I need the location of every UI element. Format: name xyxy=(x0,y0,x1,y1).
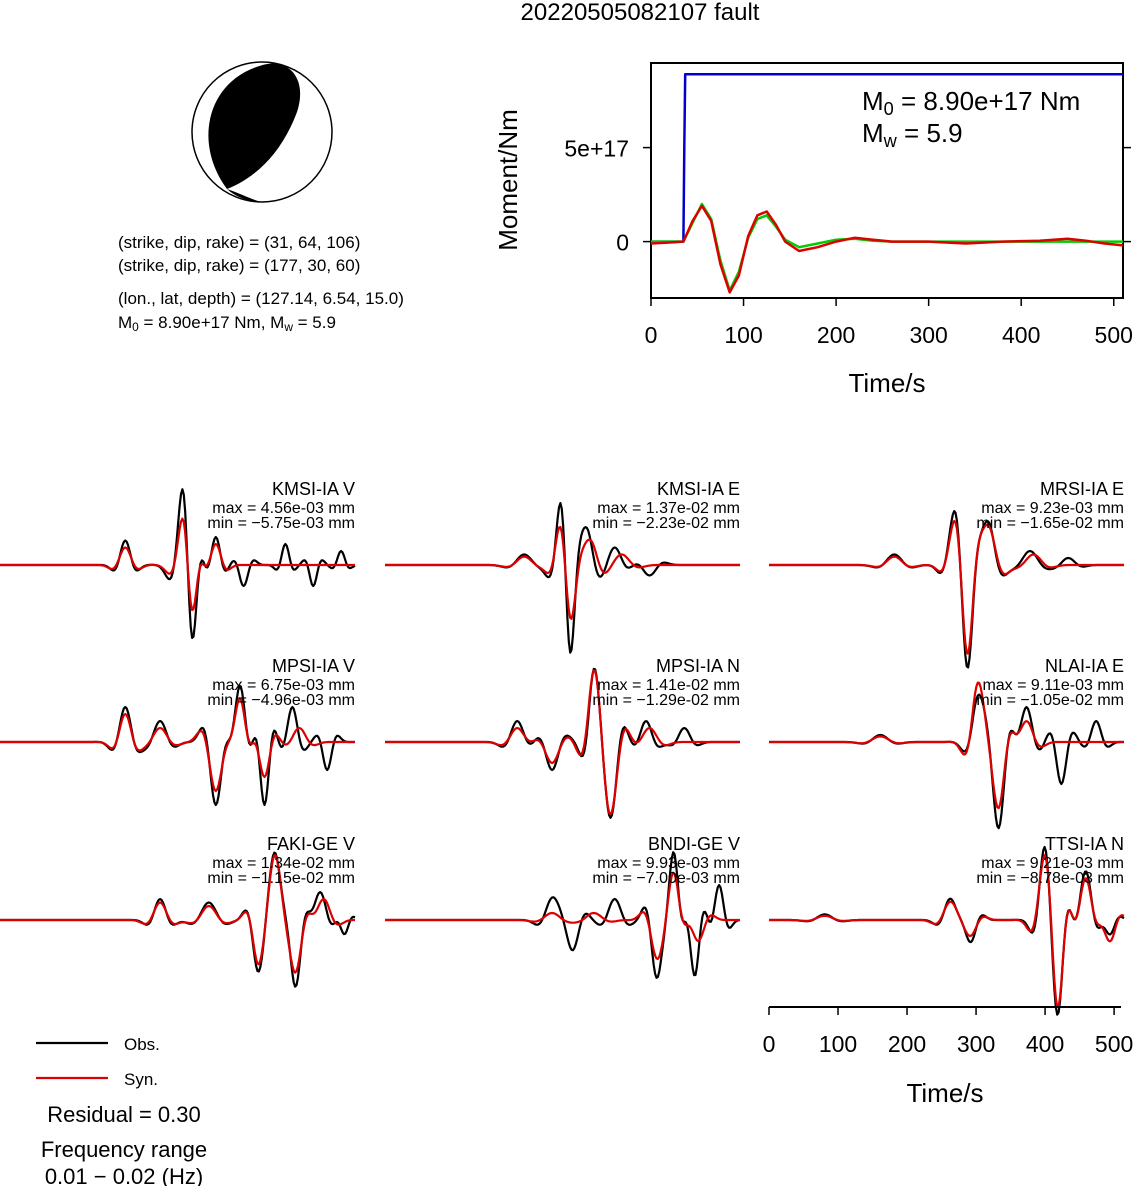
moment-y-axis-label: Moment/Nm xyxy=(493,109,523,251)
beachball-compression-quadrant xyxy=(208,63,301,189)
station-min: min = −4.96e-03 mm xyxy=(207,692,355,709)
moment-x-axis-label: Time/s xyxy=(848,368,925,398)
station-name: KMSI-IA V xyxy=(272,479,355,499)
waveform-x-tick-label: 500 xyxy=(1095,1031,1133,1057)
station-min: min = −8.78e-03 mm xyxy=(976,870,1124,887)
beachball-compression-sliver xyxy=(227,189,262,202)
page-title: 20220505082107 fault xyxy=(521,0,760,26)
legend-obs-label: Obs. xyxy=(124,1035,160,1054)
nodal-plane-2: (strike, dip, rake) = (177, 30, 60) xyxy=(118,256,360,275)
synthetic-trace xyxy=(385,525,740,620)
moment-plot-frame xyxy=(650,62,1124,299)
moment-summary: M0 = 8.90e+17 Nm, Mw = 5.9 xyxy=(118,313,336,334)
frequency-range: 0.01 − 0.02 (Hz) xyxy=(45,1164,203,1186)
waveform-x-tick-label: 400 xyxy=(1026,1031,1064,1057)
synthetic-trace xyxy=(0,517,355,612)
station-name: MPSI-IA N xyxy=(656,656,740,676)
station-max: max = 9.93e-03 mm xyxy=(597,855,740,872)
residual-text: Residual = 0.30 xyxy=(47,1102,201,1127)
station-min: min = −2.23e-02 mm xyxy=(592,515,740,532)
station-name: TTSI-IA N xyxy=(1045,834,1124,854)
station-name: NLAI-IA E xyxy=(1045,656,1124,676)
waveform-x-tick-label: 300 xyxy=(957,1031,995,1057)
observed-trace xyxy=(769,693,1124,830)
station-max: max = 4.56e-03 mm xyxy=(212,500,355,517)
station-min: min = −1.05e-02 mm xyxy=(976,692,1124,709)
m0-annotation: M0 = 8.90e+17 Nm xyxy=(862,86,1080,119)
y-tick-label: 5e+17 xyxy=(564,136,629,162)
station-max: max = 1.34e-02 mm xyxy=(212,855,355,872)
station-min: min = −7.00e-03 mm xyxy=(592,870,740,887)
x-tick-label: 0 xyxy=(645,322,658,348)
station-max: max = 9.21e-03 mm xyxy=(981,855,1124,872)
synthetic-trace xyxy=(0,697,355,793)
station-max: max = 1.37e-02 mm xyxy=(597,500,740,517)
station-min: min = −1.65e-02 mm xyxy=(976,515,1124,532)
observed-trace xyxy=(769,510,1124,669)
station-name: MPSI-IA V xyxy=(272,656,355,676)
moment-series-line xyxy=(650,204,1124,294)
station-min: min = −1.29e-02 mm xyxy=(592,692,740,709)
synthetic-trace xyxy=(769,519,1124,655)
location-text: (lon., lat, depth) = (127.14, 6.54, 15.0… xyxy=(118,289,404,308)
y-tick-label: 0 xyxy=(616,230,629,256)
station-max: max = 9.11e-03 mm xyxy=(982,677,1124,694)
synthetic-trace xyxy=(385,871,740,960)
station-max: max = 6.75e-03 mm xyxy=(212,677,355,694)
station-max: max = 1.41e-02 mm xyxy=(597,677,740,694)
synthetic-trace xyxy=(769,681,1124,810)
mw-annotation: Mw = 5.9 xyxy=(862,118,963,151)
station-name: FAKI-GE V xyxy=(267,834,355,854)
frequency-title: Frequency range xyxy=(41,1137,207,1162)
station-min: min = −5.75e-03 mm xyxy=(207,515,355,532)
waveform-x-tick-label: 200 xyxy=(888,1031,926,1057)
x-tick-label: 400 xyxy=(1002,322,1040,348)
station-name: KMSI-IA E xyxy=(657,479,740,499)
x-tick-label: 100 xyxy=(724,322,762,348)
x-tick-label: 300 xyxy=(909,322,947,348)
x-tick-label: 500 xyxy=(1095,322,1133,348)
nodal-plane-1: (strike, dip, rake) = (31, 64, 106) xyxy=(118,233,360,252)
waveform-x-tick-label: 100 xyxy=(819,1031,857,1057)
synthetic-trace xyxy=(769,854,1125,1008)
moment-series-line xyxy=(651,202,1123,292)
station-min: min = −1.15e-02 mm xyxy=(207,870,355,887)
station-name: BNDI-GE V xyxy=(648,834,740,854)
station-name: MRSI-IA E xyxy=(1040,479,1124,499)
station-max: max = 9.23e-03 mm xyxy=(981,500,1124,517)
synthetic-trace xyxy=(0,854,355,974)
synthetic-trace xyxy=(385,669,740,816)
waveform-x-axis-label: Time/s xyxy=(906,1078,983,1108)
x-tick-label: 200 xyxy=(817,322,855,348)
waveform-x-tick-label: 0 xyxy=(763,1031,776,1057)
legend-syn-label: Syn. xyxy=(124,1070,158,1089)
